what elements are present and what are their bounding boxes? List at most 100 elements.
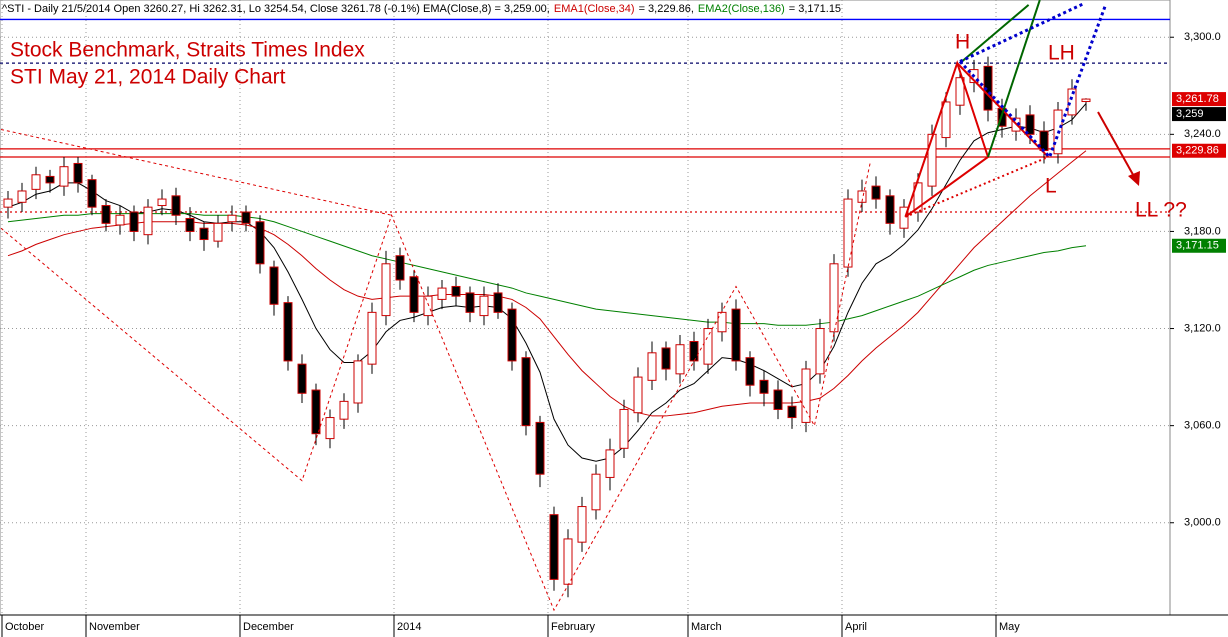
- price-tag-label: 3,171.15: [1176, 240, 1219, 252]
- annotation: LH: [1048, 42, 1075, 65]
- candle-body: [899, 206, 909, 229]
- trendline: [0, 161, 871, 612]
- price-tag-label: 3,229.86: [1176, 145, 1219, 157]
- x-tick-label: April: [845, 621, 867, 633]
- candle-body: [143, 206, 153, 236]
- ema-line: [7, 103, 1087, 462]
- candle-body: [703, 328, 713, 365]
- header-text: EMA2(Close,136): [697, 3, 785, 15]
- header-text: = 3,171.15: [788, 3, 842, 15]
- header-text: ^STI - Daily 21/5/2014 Open 3260.27, Hi …: [2, 3, 550, 15]
- candle-body: [815, 328, 825, 375]
- candle-body: [605, 449, 615, 478]
- candle-body: [801, 368, 811, 423]
- y-tick-label: 3,000.0: [1184, 517, 1221, 529]
- candle-body: [297, 363, 307, 394]
- candle-body: [339, 400, 349, 420]
- candle-body: [633, 376, 643, 414]
- trendline: [904, 59, 990, 218]
- candle-body: [983, 65, 993, 111]
- candle-body: [647, 352, 657, 381]
- candle-body: [843, 198, 853, 268]
- candle-body: [59, 166, 69, 187]
- candle-body: [353, 360, 363, 404]
- candle-body: [479, 295, 489, 317]
- candle-body: [1025, 114, 1035, 135]
- candle-body: [521, 357, 531, 427]
- candle-body: [283, 302, 293, 362]
- x-tick-label: 2014: [397, 621, 421, 633]
- candle-body: [493, 292, 503, 313]
- x-tick-label: December: [243, 621, 294, 633]
- trendline: [958, 4, 1108, 160]
- candle-body: [311, 389, 321, 435]
- candle-body: [87, 179, 97, 208]
- candle-body: [31, 174, 41, 190]
- candle-body: [17, 190, 27, 203]
- candle-body: [381, 263, 391, 317]
- price-tag: [1172, 238, 1226, 253]
- candle-body: [941, 101, 951, 139]
- candle-body: [437, 287, 447, 300]
- candle-body: [927, 133, 937, 187]
- price-tag: [1172, 143, 1226, 158]
- arrow: [1097, 111, 1137, 181]
- x-tick-label: November: [89, 621, 140, 633]
- candle-body: [591, 473, 601, 511]
- candle-body: [1039, 130, 1049, 152]
- y-tick-label: 3,240.0: [1184, 128, 1221, 140]
- candle-body: [913, 182, 923, 213]
- candle-body: [1067, 88, 1077, 116]
- candle-body: [157, 198, 167, 207]
- y-tick-label: 3,180.0: [1184, 225, 1221, 237]
- candle-body: [129, 211, 139, 232]
- chart-title: Stock Benchmark, Straits Times Index: [10, 39, 365, 62]
- candle-body: [367, 311, 377, 365]
- candle-body: [227, 214, 237, 223]
- trendline: [0, 128, 392, 216]
- candle-body: [101, 205, 111, 224]
- candle-body: [73, 162, 83, 184]
- price-tag: [1172, 92, 1226, 107]
- annotation: H: [955, 31, 970, 54]
- candle-body: [255, 221, 265, 265]
- candle-body: [829, 263, 839, 333]
- candle-body: [787, 405, 797, 419]
- candle-body: [577, 506, 587, 543]
- candle-body: [689, 340, 699, 362]
- candle-body: [1081, 98, 1091, 103]
- candle-body: [773, 389, 783, 410]
- candle-body: [325, 417, 335, 440]
- candle-body: [661, 347, 671, 370]
- candle-body: [857, 190, 867, 203]
- candle-body: [955, 77, 965, 106]
- trendline: [905, 156, 1049, 218]
- candle-body: [171, 195, 181, 216]
- candle-body: [395, 255, 405, 281]
- x-tick-label: October: [5, 621, 44, 633]
- candle-body: [213, 222, 223, 242]
- candle-body: [549, 514, 559, 580]
- candle-body: [199, 227, 209, 241]
- trendline: [959, 4, 1030, 64]
- header-text: = 3,229.86,: [638, 3, 694, 15]
- y-tick-label: 3,060.0: [1184, 420, 1221, 432]
- candle-body: [717, 311, 727, 333]
- candle-body: [423, 295, 433, 317]
- x-tick-label: May: [999, 621, 1020, 633]
- ema-line: [7, 213, 1087, 326]
- candle-body: [241, 211, 251, 224]
- candle-body: [871, 185, 881, 200]
- candle-body: [507, 308, 517, 362]
- annotation: L: [1045, 175, 1057, 198]
- y-tick-label: 3,120.0: [1184, 322, 1221, 334]
- candle-body: [675, 344, 685, 375]
- arrow-head: [1128, 171, 1140, 186]
- candle-body: [451, 285, 461, 297]
- candle-body: [759, 379, 769, 394]
- candle-body: [731, 308, 741, 362]
- candle-body: [185, 217, 195, 232]
- candle-body: [269, 266, 279, 305]
- trendline: [987, 0, 1041, 158]
